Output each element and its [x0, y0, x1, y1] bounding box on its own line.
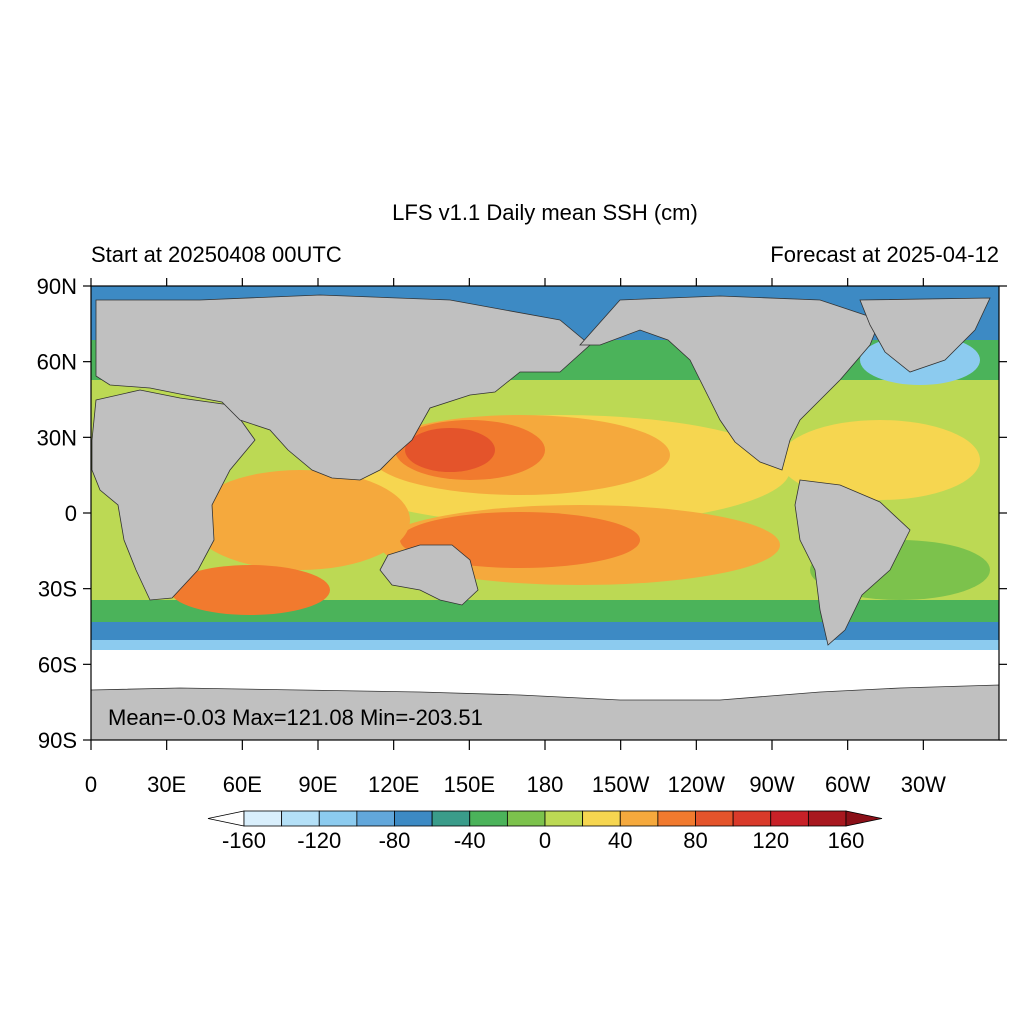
colorbar-label: 160 [828, 828, 865, 853]
southern-ocean-blue [91, 622, 999, 642]
colorbar-swatch [356, 810, 395, 827]
greenland-land [859, 297, 991, 373]
indian-ocean-warm [190, 470, 410, 570]
colorbar-label: 120 [752, 828, 789, 853]
antarctica-land [91, 684, 999, 740]
colorbar-swatch [770, 810, 809, 827]
colorbar-swatch [582, 810, 621, 827]
north-atlantic-gyre [780, 420, 980, 500]
kuroshio-hot [405, 428, 495, 472]
lat-label: 30N [37, 425, 77, 450]
lon-label: 30E [147, 772, 186, 797]
lon-label: 30W [901, 772, 946, 797]
land-masses [91, 294, 999, 740]
lon-label: 90W [749, 772, 794, 797]
colorbar-swatch [732, 810, 772, 827]
map-title: LFS v1.1 Daily mean SSH (cm) [392, 200, 698, 225]
africa-land [91, 389, 256, 601]
colorbar-label: 0 [539, 828, 551, 853]
longitude-axis: 0 30E 60E 90E 120E 150E 180 150W 120W 90W 60W 30W [85, 278, 946, 797]
lon-label: 150W [592, 772, 650, 797]
eurasia-land [95, 294, 591, 481]
lon-label: 120W [668, 772, 726, 797]
colorbar-label: -120 [297, 828, 341, 853]
lon-label: 120E [368, 772, 419, 797]
lon-label: 60W [825, 772, 870, 797]
colorbar-label: -160 [222, 828, 266, 853]
lon-label: 60E [223, 772, 262, 797]
colorbar-swatch [243, 810, 283, 827]
colorbar-swatch [281, 810, 320, 827]
colorbar-swatch [469, 810, 508, 827]
lon-label: 90E [298, 772, 337, 797]
colorbar-label: 40 [608, 828, 632, 853]
lat-label: 90S [38, 728, 77, 753]
lat-label: 60N [37, 350, 77, 375]
lat-label: 90N [37, 274, 77, 299]
lat-label: 60S [38, 652, 77, 677]
south-america-land [794, 479, 911, 646]
colorbar-swatch [807, 810, 847, 827]
colorbar-swatch [318, 810, 358, 827]
colorbar-label: 80 [683, 828, 707, 853]
colorbar-low-arrow [207, 810, 245, 827]
colorbar-swatch [619, 810, 659, 827]
lon-label: 0 [85, 772, 97, 797]
colorbar-label: -80 [379, 828, 411, 853]
colorbar-high-arrow [845, 810, 883, 827]
lon-label: 180 [527, 772, 564, 797]
colorbar-swatch [506, 810, 546, 827]
southern-ocean-lightblue [91, 640, 999, 652]
colorbar-swatch [394, 810, 433, 827]
colorbar-label: -40 [454, 828, 486, 853]
stats-label: Mean=-0.03 Max=121.08 Min=-203.51 [108, 705, 483, 730]
colorbar: -160 -120 -80 -40 0 40 80 120 160 [207, 810, 883, 853]
start-time-label: Start at 20250408 00UTC [91, 242, 342, 267]
colorbar-swatch [544, 810, 584, 827]
colorbar-swatch [695, 810, 734, 827]
colorbar-swatch [657, 810, 696, 827]
lat-label: 30S [38, 577, 77, 602]
agulhas-warm [170, 565, 330, 615]
australia-land [379, 544, 479, 606]
lon-label: 150E [444, 772, 495, 797]
lat-label: 0 [65, 501, 77, 526]
colorbar-swatch [431, 810, 471, 827]
map-panel [91, 286, 999, 740]
latitude-axis: 90N 60N 30N 0 30S 60S 90S [37, 274, 1007, 753]
forecast-time-label: Forecast at 2025-04-12 [770, 242, 999, 267]
